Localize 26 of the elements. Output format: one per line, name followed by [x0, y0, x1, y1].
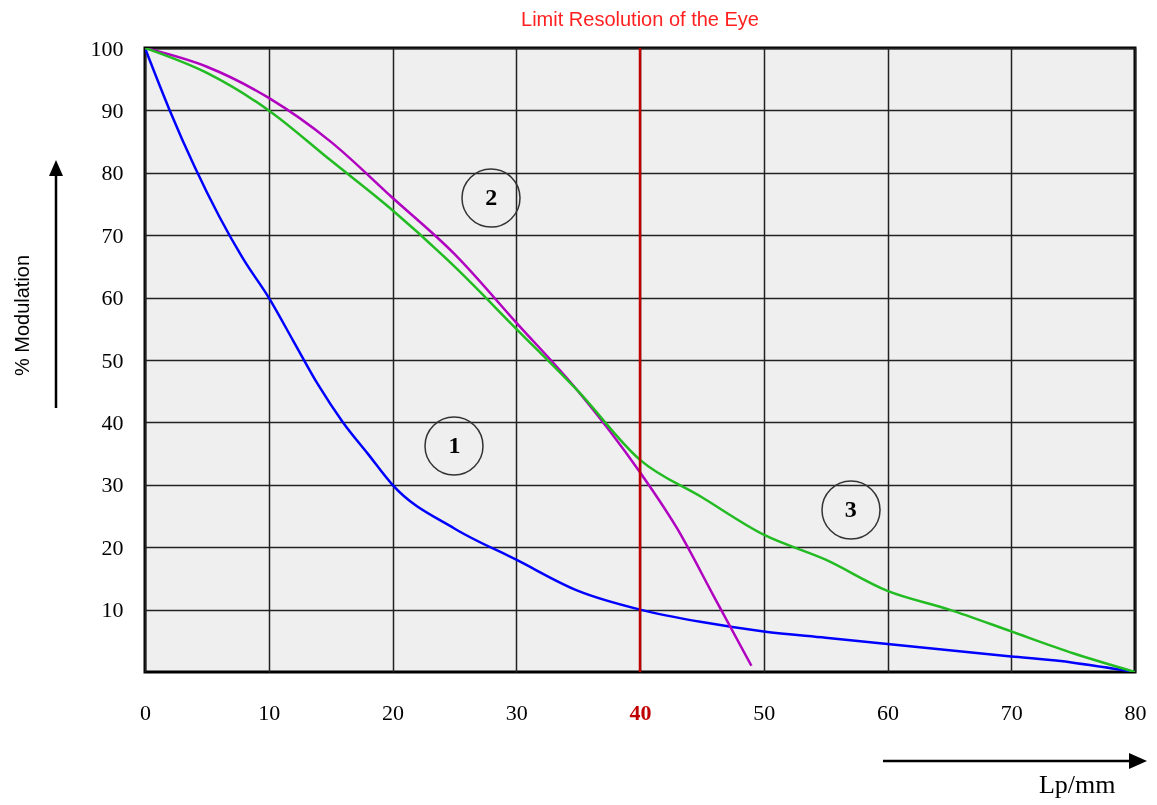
y-tick-label: 30 [101, 472, 124, 498]
x-tick-label: 80 [1124, 699, 1147, 725]
y-tick-label: 90 [101, 97, 124, 123]
x-tick-label: 30 [505, 699, 528, 725]
y-tick-label: 100 [90, 35, 124, 61]
x-tick-label: 20 [382, 699, 404, 725]
text: 1 [448, 432, 461, 459]
x-axis-title: Lp/mm [1038, 769, 1116, 799]
x-tick-label: 50 [753, 699, 776, 725]
x-tick-label: 40 [629, 699, 652, 725]
x-tick-label: 60 [877, 699, 899, 725]
ref-line-label: Limit Resolution of the Eye [521, 8, 759, 30]
y-tick-label: 40 [101, 409, 124, 435]
y-axis-title: % Modulation [10, 254, 33, 377]
y-tick-label: 20 [101, 534, 124, 560]
x-tick-label: 0 [140, 699, 151, 725]
y-tick-label: 50 [101, 347, 124, 373]
text: 2 [485, 183, 498, 210]
y-tick-label: 60 [101, 285, 124, 311]
series-label: 3 [844, 495, 857, 522]
y-tick-label: 80 [101, 160, 124, 186]
x-tick-label: 10 [258, 699, 281, 725]
x-tick-label: 70 [1000, 699, 1023, 725]
y-tick-label: 70 [101, 222, 124, 248]
line-series [145, 48, 1135, 672]
y-tick-label: 10 [101, 597, 124, 623]
